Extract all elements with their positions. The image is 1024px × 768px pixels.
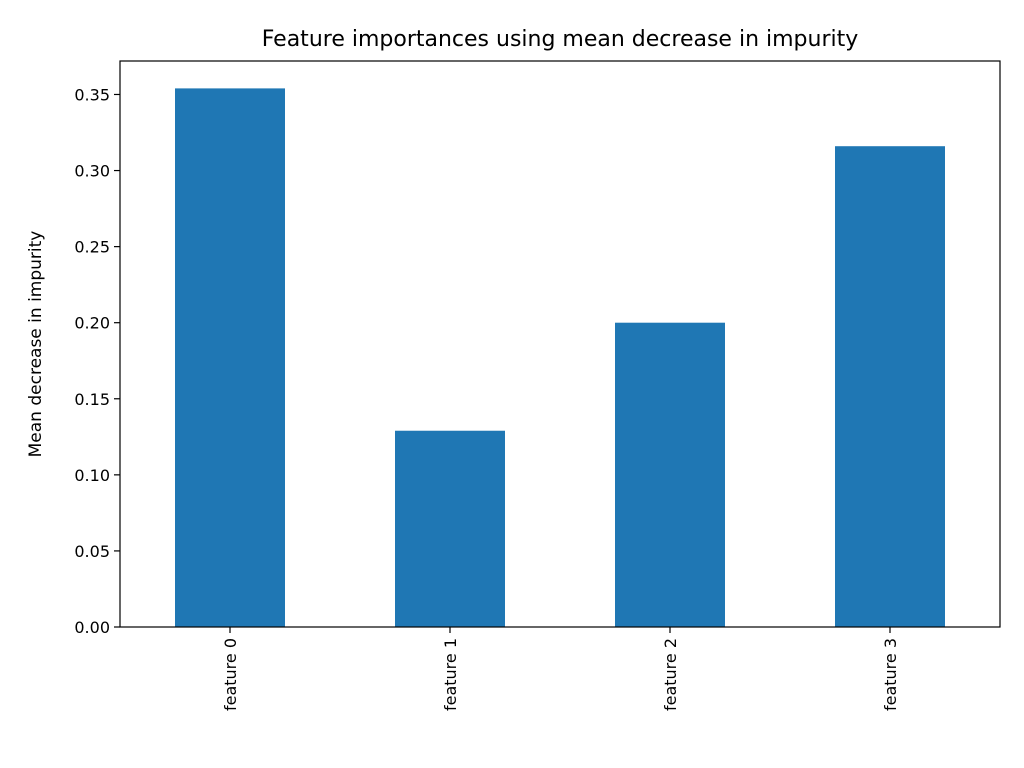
bar-feature-3 <box>835 146 945 628</box>
bar-feature-1 <box>395 430 505 627</box>
x-tick-label: feature 3 <box>881 638 900 711</box>
x-tick-label: feature 2 <box>661 638 680 711</box>
bars-layer <box>175 88 945 628</box>
y-tick-label: 0.20 <box>74 314 110 333</box>
y-tick-label: 0.05 <box>74 542 110 561</box>
x-axis-ticks: feature 0 feature 1 feature 2 feature 3 <box>221 627 900 711</box>
chart-title: Feature importances using mean decrease … <box>262 27 859 52</box>
plot-frame <box>119 60 1001 628</box>
y-tick-label: 0.00 <box>74 618 110 637</box>
y-axis-ticks: 0.00 0.05 0.10 0.15 0.20 0.25 0.30 0.35 <box>74 85 120 637</box>
x-tick-label: feature 0 <box>221 638 240 711</box>
y-tick-label: 0.15 <box>74 390 110 409</box>
x-tick-label: feature 1 <box>441 638 460 711</box>
y-tick-label: 0.30 <box>74 162 110 181</box>
y-axis-label: Mean decrease in impurity <box>26 231 46 458</box>
bar-feature-0 <box>175 88 285 628</box>
y-tick-label: 0.35 <box>74 85 110 104</box>
y-tick-label: 0.25 <box>74 238 110 257</box>
bar-feature-2 <box>615 322 725 627</box>
y-tick-label: 0.10 <box>74 466 110 485</box>
